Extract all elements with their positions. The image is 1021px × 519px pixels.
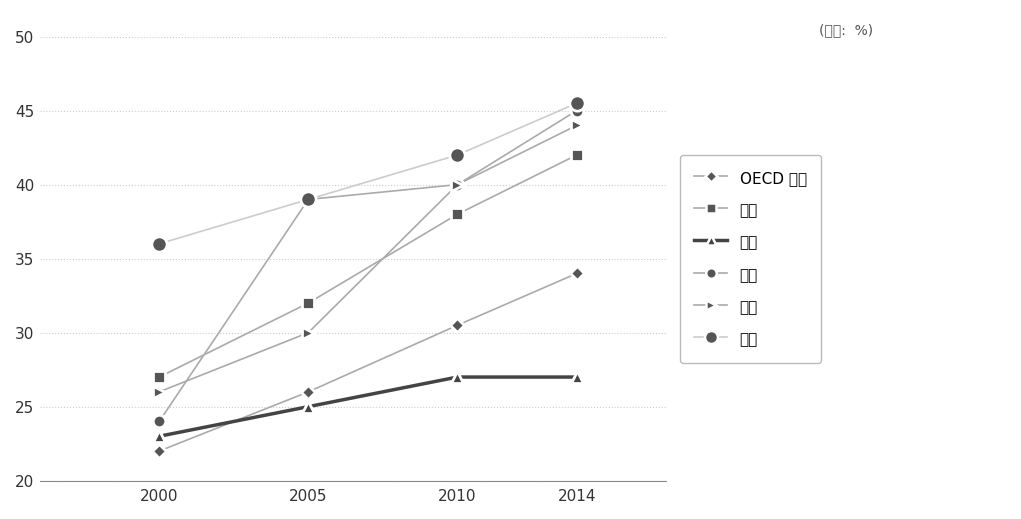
미국	[451, 152, 464, 158]
Line: 한국: 한국	[153, 104, 583, 428]
독일	[451, 374, 464, 380]
한국	[451, 182, 464, 188]
Legend: OECD 평균, 호주, 독일, 한국, 영국, 미국: OECD 평균, 호주, 독일, 한국, 영국, 미국	[680, 155, 821, 363]
영국	[451, 182, 464, 188]
Line: 독일: 독일	[154, 372, 582, 442]
Text: (단위:  %): (단위: %)	[819, 23, 873, 37]
OECD 평균	[153, 448, 165, 454]
Line: OECD 평균: OECD 평균	[154, 268, 582, 456]
독일	[571, 374, 583, 380]
한국	[302, 196, 314, 202]
한국	[153, 418, 165, 425]
미국	[571, 100, 583, 106]
OECD 평균	[302, 389, 314, 395]
한국	[571, 107, 583, 114]
독일	[153, 433, 165, 440]
호주	[451, 211, 464, 217]
호주	[302, 300, 314, 306]
OECD 평균	[451, 322, 464, 329]
미국	[302, 196, 314, 202]
호주	[153, 374, 165, 380]
미국	[153, 241, 165, 247]
영국	[153, 389, 165, 395]
호주	[571, 152, 583, 158]
독일	[302, 404, 314, 410]
Line: 영국: 영국	[154, 120, 582, 398]
Line: 호주: 호주	[154, 149, 582, 383]
영국	[302, 330, 314, 336]
OECD 평균	[571, 270, 583, 277]
Line: 미국: 미국	[151, 95, 584, 251]
영국	[571, 122, 583, 129]
